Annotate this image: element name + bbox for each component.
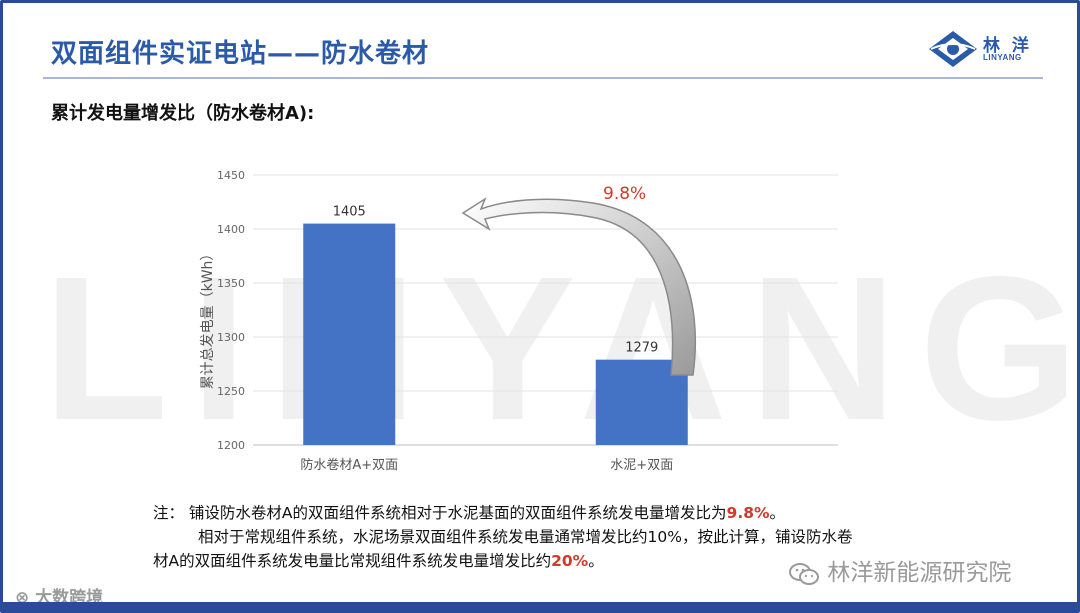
- y-axis-label: 累计总发电量（kWh）: [200, 247, 216, 390]
- y-tick-label: 1250: [217, 385, 245, 398]
- note-line3: 材A的双面组件系统发电量比常规组件系统发电量增发比约: [153, 552, 552, 570]
- x-tick-label: 防水卷材A+双面: [300, 457, 398, 473]
- title-divider: [43, 77, 1043, 79]
- note-value-1: 9.8%: [726, 504, 770, 522]
- logo-subtitle: LINYANG: [983, 53, 1022, 62]
- y-tick-label: 1400: [217, 223, 245, 236]
- note-line1: 注： 铺设防水卷材A的双面组件系统相对于水泥基面的双面组件系统发电量增发比为: [153, 504, 727, 522]
- note-end-2: 。: [588, 552, 604, 570]
- chart-subtitle: 累计发电量增发比（防水卷材A):: [51, 103, 315, 124]
- wechat-icon: [789, 562, 819, 585]
- y-tick-label: 1350: [217, 277, 245, 290]
- note-line2: 相对于常规组件系统，水泥场景双面组件系统发电量通常增发比约10%，按此计算，铺设…: [198, 528, 853, 546]
- increase-arrow: [461, 197, 697, 376]
- linyang-logo-icon: [929, 31, 977, 67]
- logo-name: 林 洋: [983, 36, 1032, 56]
- y-tick-label: 1300: [217, 331, 245, 344]
- note-end-1: 。: [769, 504, 786, 522]
- x-tick-label: 水泥+双面: [610, 458, 673, 473]
- brand-logo: 林 洋 LINYANG: [927, 29, 1047, 69]
- data-label: 1279: [625, 341, 658, 356]
- increase-annotation: 9.8%: [603, 184, 646, 204]
- bar-chart: 1200 1250 1300 1350 1400 1450 1405 防水卷材A+双面 1279…: [200, 169, 838, 473]
- y-tick-label: 1200: [217, 439, 245, 452]
- bar: [303, 223, 396, 445]
- data-label: 1405: [333, 205, 366, 220]
- wechat-source: 林洋新能源研究院: [788, 553, 1011, 587]
- page-title: 双面组件实证电站——防水卷材: [51, 39, 430, 69]
- wechat-label: 林洋新能源研究院: [827, 560, 1012, 586]
- note-value-2: 20%: [551, 552, 589, 570]
- y-tick-label: 1450: [217, 169, 245, 182]
- bottom-bar: [3, 602, 1077, 610]
- footnote: 注： 铺设防水卷材A的双面组件系统相对于水泥基面的双面组件系统发电量增发比为9.…: [153, 501, 1013, 573]
